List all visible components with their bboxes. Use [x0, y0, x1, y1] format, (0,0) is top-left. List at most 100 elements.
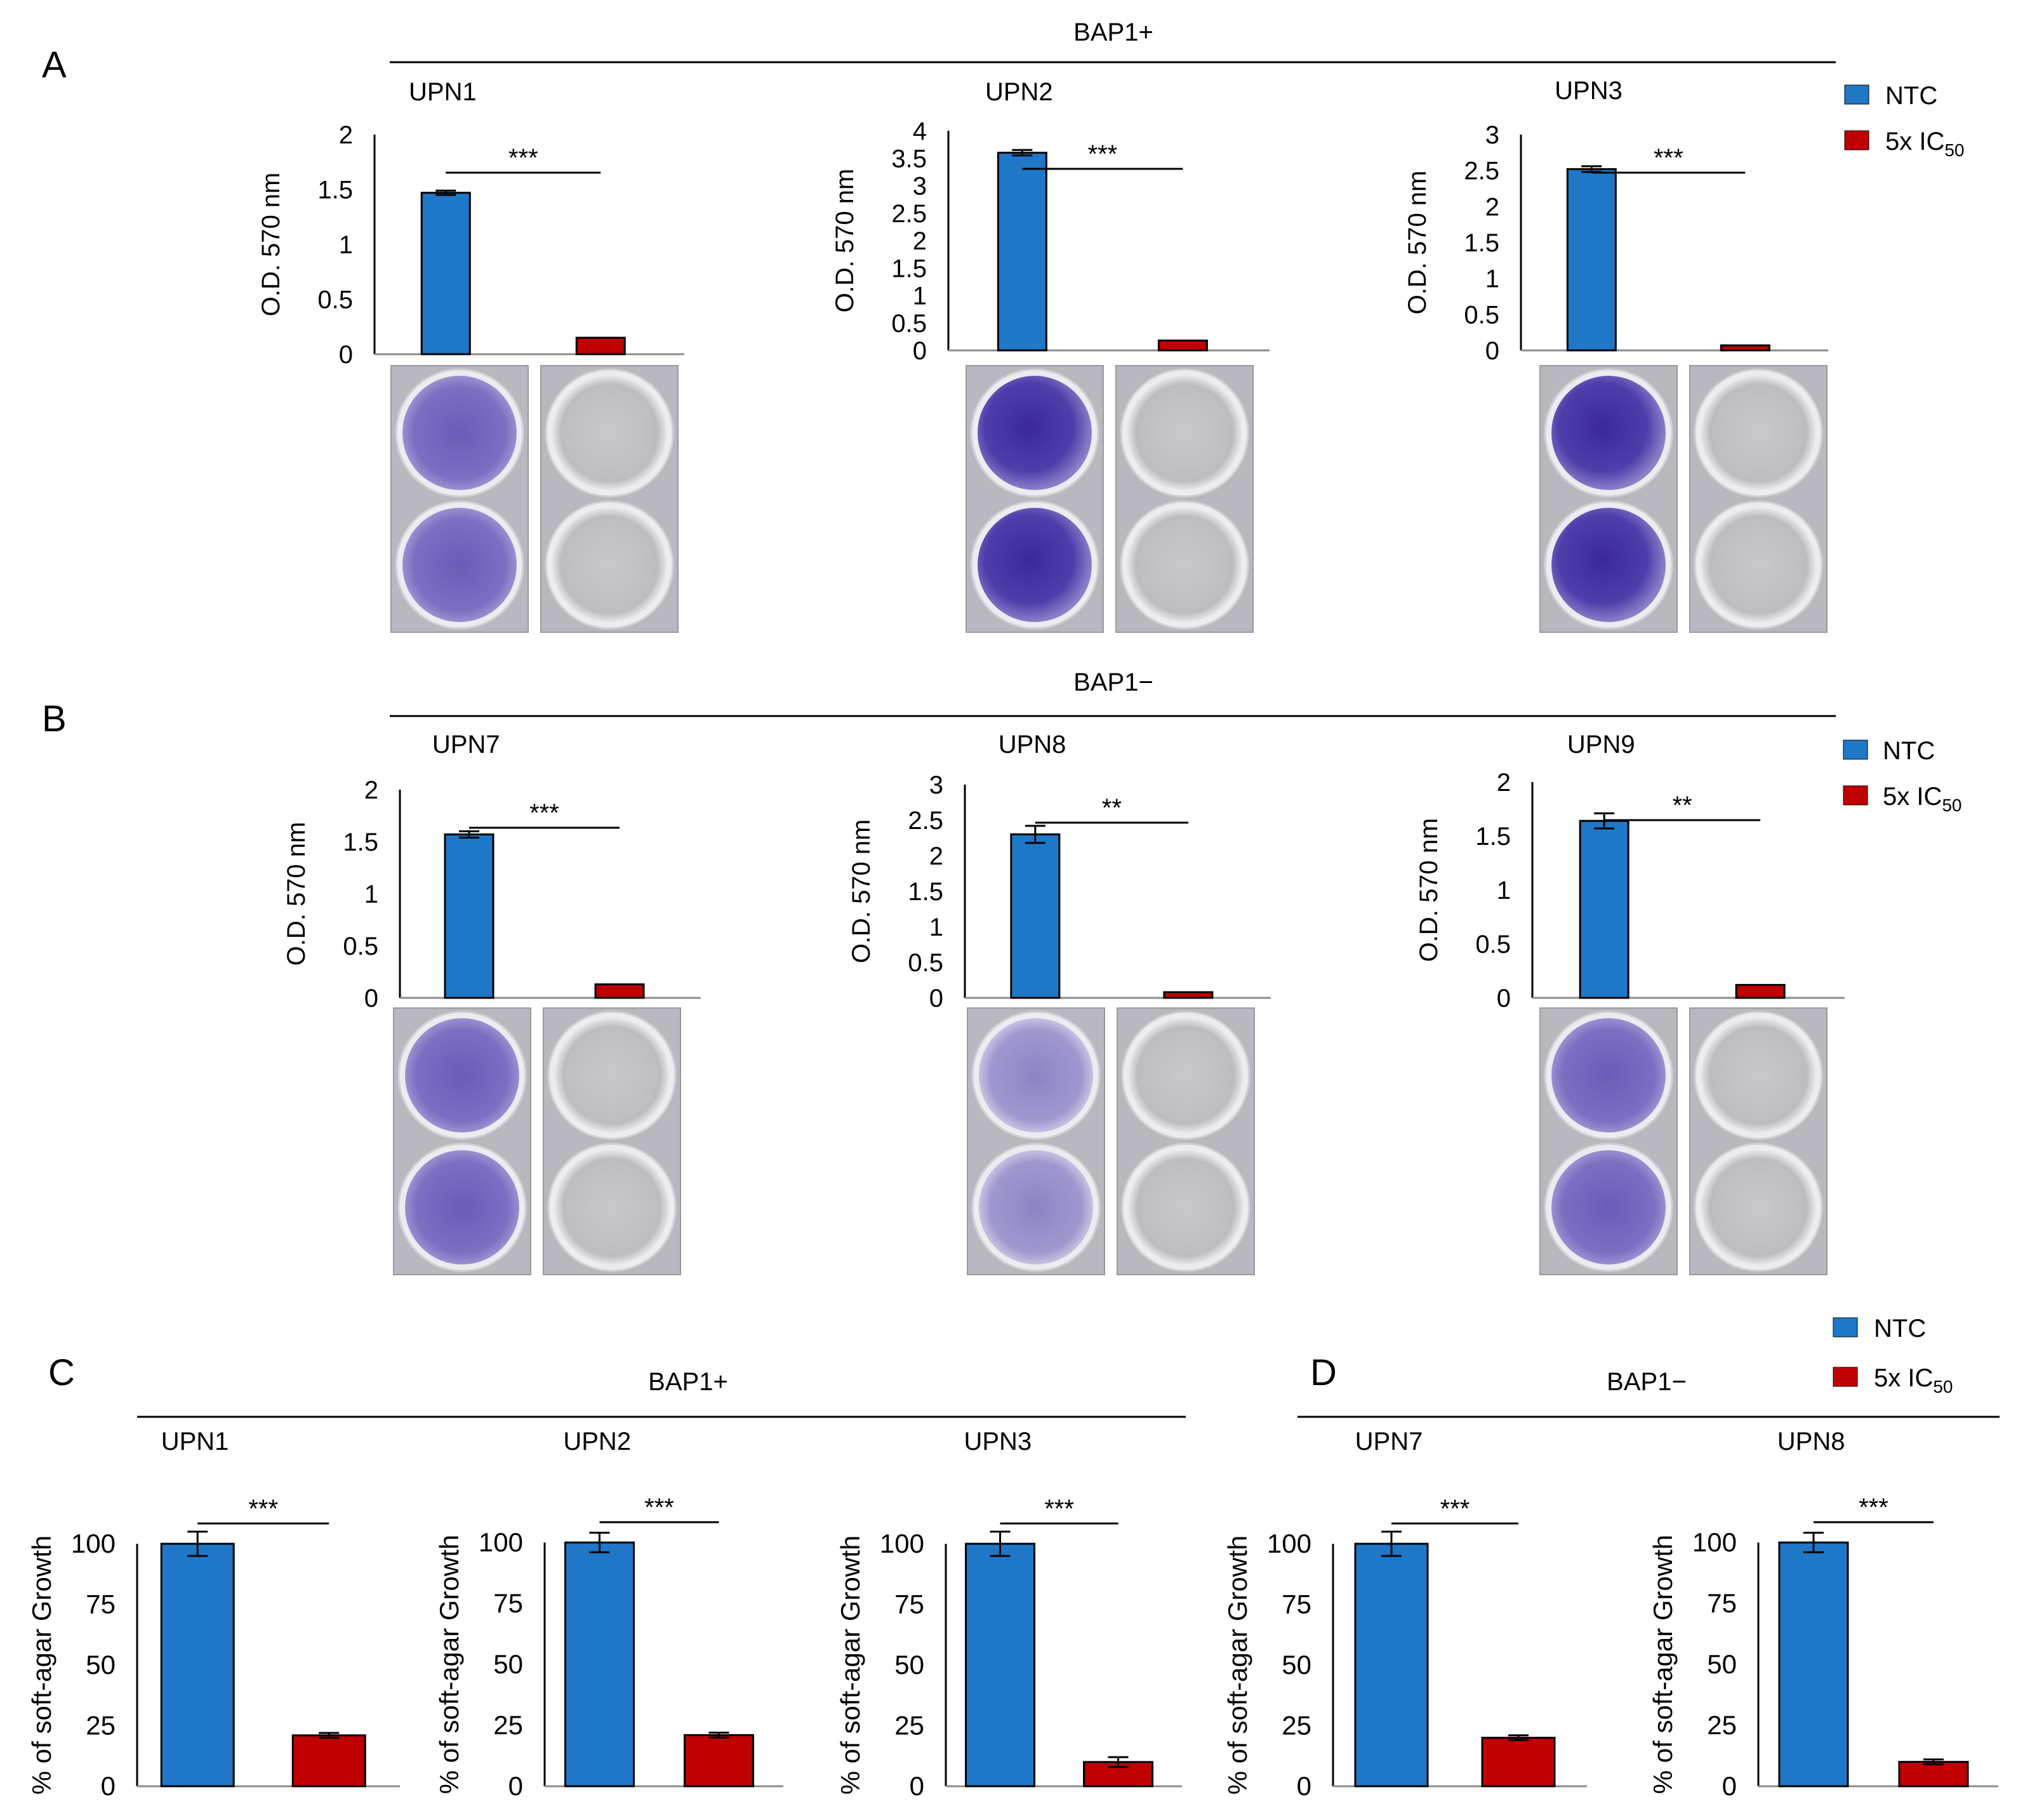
- chart-title: UPN3: [1555, 77, 1623, 105]
- y-axis-label: O.D. 570 nm: [1404, 171, 1431, 315]
- y-tick-label: 1.5: [908, 878, 943, 906]
- chart-upn8-10: UPN8 % of soft-agar Growth 0 25 50 75 100 ***: [1648, 1428, 1998, 1801]
- plate-photo: [1539, 365, 1828, 633]
- plates-layer: [390, 365, 1828, 1275]
- chart-title: UPN2: [563, 1428, 631, 1456]
- bar-ntc: [420, 192, 471, 355]
- well-stained: [402, 376, 517, 490]
- y-tick-label: 0: [910, 1771, 924, 1801]
- chart-title: UPN9: [1567, 731, 1635, 759]
- y-tick-label: 2.5: [1464, 157, 1499, 185]
- y-tick-label: 4: [913, 117, 927, 145]
- bar-ntc: [1010, 833, 1061, 999]
- y-tick-label: 0: [339, 341, 353, 369]
- legend-label-ntc: NTC: [1885, 82, 1937, 110]
- y-tick-label: 100: [71, 1529, 116, 1558]
- well-stained: [1551, 1018, 1666, 1132]
- significance-label: **: [1673, 792, 1692, 819]
- legend-swatch-ntc: [1843, 740, 1868, 760]
- well-stained: [978, 508, 1092, 622]
- bar-ntc: [965, 1543, 1036, 1788]
- y-tick-label: 0: [508, 1771, 523, 1801]
- y-tick-label: 1.5: [891, 255, 927, 282]
- panel-letter-d: D: [1310, 1352, 1337, 1393]
- well-treated: [1701, 1018, 1815, 1132]
- y-tick-label: 50: [86, 1650, 116, 1680]
- well-treated: [1129, 1018, 1243, 1132]
- significance-label: ***: [1859, 1494, 1888, 1522]
- plate-photo: [390, 365, 679, 633]
- bar-treated: [1481, 1737, 1556, 1788]
- y-tick-label: 100: [1692, 1527, 1737, 1557]
- well-treated: [1701, 1150, 1815, 1264]
- y-tick-label: 3: [913, 173, 927, 201]
- y-tick-label: 1: [929, 913, 943, 941]
- y-tick-label: 0.5: [908, 949, 943, 977]
- y-tick-label: 0: [364, 985, 378, 1012]
- legend-label-treated: 5x IC50: [1885, 128, 1965, 160]
- chart-title: UPN1: [161, 1428, 229, 1456]
- well-stained: [402, 508, 517, 622]
- bar-treated: [575, 336, 626, 355]
- y-tick-label: 0: [101, 1771, 116, 1801]
- y-tick-label: 50: [1282, 1650, 1311, 1680]
- y-axis-label: O.D. 570 nm: [1415, 818, 1443, 962]
- bar-ntc: [1354, 1543, 1429, 1788]
- y-tick-label: 2: [913, 227, 927, 255]
- y-axis-label: O.D. 570 nm: [831, 169, 859, 313]
- y-axis-label: % of soft-agar Growth: [434, 1535, 464, 1795]
- y-tick-label: 100: [880, 1529, 924, 1558]
- legend-label-ntc: NTC: [1874, 1315, 1926, 1343]
- y-tick-label: 2: [364, 776, 378, 804]
- significance-label: ***: [644, 1494, 674, 1522]
- y-axis-label: % of soft-agar Growth: [835, 1536, 865, 1795]
- y-tick-label: 50: [894, 1650, 924, 1680]
- significance-label: ***: [1654, 144, 1683, 172]
- well-stained: [1551, 1150, 1666, 1264]
- bar-treated: [291, 1734, 366, 1788]
- y-axis-label: O.D. 570 nm: [257, 173, 285, 317]
- bar-ntc: [444, 833, 494, 999]
- plate-photo: [393, 1007, 681, 1275]
- chart-upn3-2: UPN3 O.D. 570 nm 0 0.5 1 1.5 2 2.5 3 ***: [1404, 77, 1828, 365]
- y-tick-label: 0: [913, 337, 927, 365]
- significance-label: ***: [529, 799, 559, 827]
- chart-title: UPN1: [409, 78, 477, 106]
- y-axis-label: O.D. 570 nm: [282, 822, 310, 966]
- chart-title: UPN8: [1777, 1428, 1845, 1456]
- y-tick-label: 3.5: [891, 145, 927, 173]
- plate-photo: [967, 1007, 1255, 1275]
- y-tick-label: 1.5: [1464, 229, 1499, 257]
- significance-label: **: [1102, 794, 1122, 822]
- legend-b: NTC 5x IC50: [1843, 737, 1962, 815]
- y-axis-label: % of soft-agar Growth: [1648, 1535, 1678, 1795]
- y-tick-label: 1: [1485, 265, 1499, 293]
- chart-title: UPN7: [1355, 1428, 1423, 1456]
- bar-ntc: [1778, 1541, 1849, 1788]
- chart-upn2-1: UPN2 O.D. 570 nm 00.511.522.533.54 ***: [831, 78, 1270, 365]
- chart-upn7-3: UPN7 O.D. 570 nm 0 0.5 1 1.5 2 ***: [282, 731, 701, 1012]
- bar-ntc: [1566, 168, 1617, 352]
- y-tick-label: 50: [1707, 1649, 1737, 1679]
- y-tick-label: 75: [1707, 1588, 1737, 1618]
- y-tick-label: 25: [493, 1710, 523, 1740]
- well-treated: [1127, 376, 1242, 490]
- well-treated: [1701, 508, 1815, 622]
- chart-title: UPN7: [432, 731, 500, 759]
- well-stained: [979, 1150, 1093, 1264]
- y-tick-label: 0.5: [1464, 301, 1499, 329]
- y-tick-label: 0: [1297, 1771, 1311, 1801]
- chart-upn1-0: UPN1 O.D. 570 nm 0 0.5 1 1.5 2 ***: [257, 78, 684, 369]
- bar-treated: [1735, 984, 1786, 999]
- legend-label-treated: 5x IC50: [1874, 1364, 1953, 1397]
- bar-treated: [1157, 339, 1208, 352]
- well-stained: [405, 1150, 519, 1264]
- y-tick-label: 25: [1707, 1710, 1737, 1740]
- chart-upn9-5: UPN9 O.D. 570 nm 0 0.5 1 1.5 2 **: [1415, 731, 1845, 1012]
- y-tick-label: 2: [1485, 193, 1499, 221]
- legend-swatch-treated: [1843, 785, 1868, 806]
- y-tick-label: 1: [1497, 877, 1511, 905]
- significance-label: ***: [1440, 1495, 1470, 1523]
